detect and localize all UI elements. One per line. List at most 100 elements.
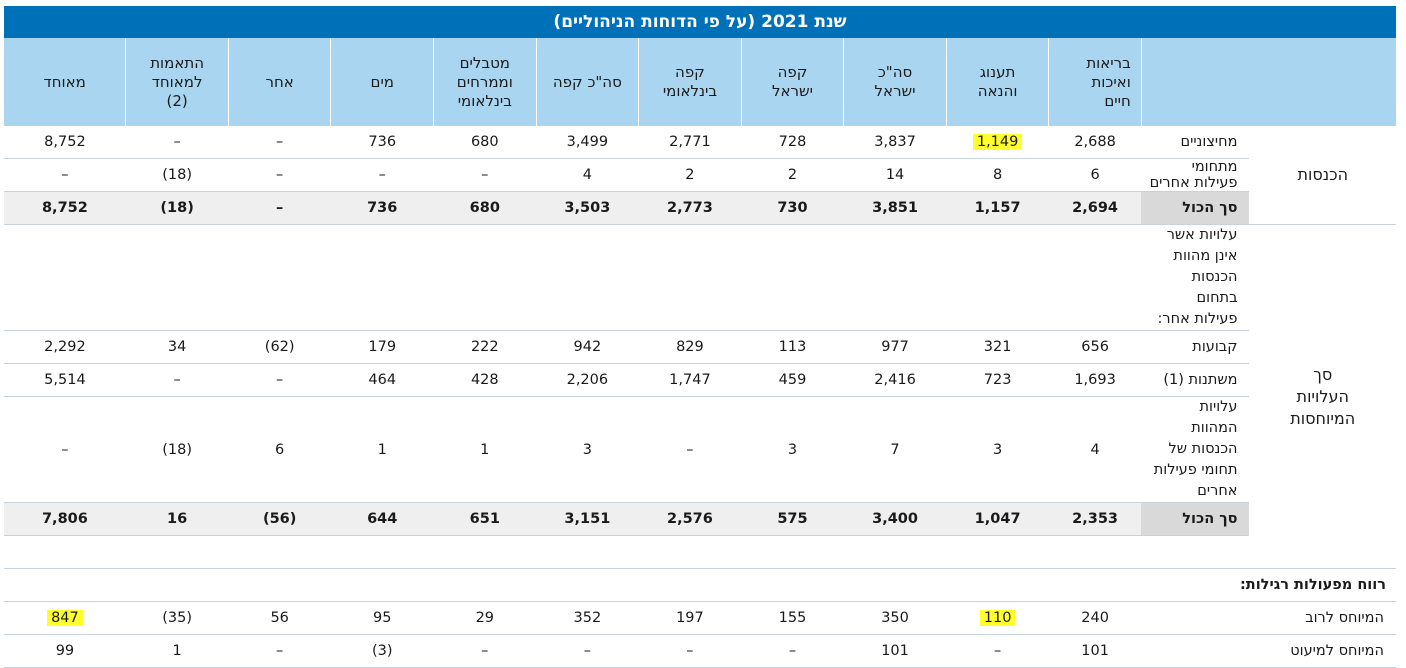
cell-value: 222 [470,339,499,355]
table-cell: 197 [638,601,742,635]
cell-value: 651 [469,511,500,527]
cell-value: 977 [881,339,909,355]
cell-value: 3 [787,441,798,458]
table-cell: 56 [228,601,331,635]
cell-value: 101 [1081,643,1109,659]
cell-value: – [993,643,1002,659]
cell-value: 730 [777,200,808,216]
cell-value: – [276,372,284,388]
title-row: שנת 2021 (על פי הדוחות הניהוליים) [4,6,1396,38]
table-cell: 1 [433,396,537,503]
col-header-other: אחר [227,38,331,126]
cell-value: 2,688 [1074,134,1116,150]
cell-value: – [276,643,284,659]
table-cell: – [741,634,844,668]
table-row-total: סך הכול 2,694 1,157 3,851 730 2,773 3,503 680 7… [4,191,1396,225]
table-cell: 8 [946,158,1049,192]
cell-value: 7,806 [41,511,88,527]
cell-value: 350 [881,610,909,626]
table-cell: – [228,158,331,192]
table-cell: 29 [433,601,537,635]
cell-value: 95 [373,610,392,626]
cell-value: – [173,372,181,388]
cell-value: – [61,167,69,183]
table-cell: 101 [1048,634,1142,668]
table-cell: 4 [536,158,639,192]
cell-value: 2 [787,167,798,183]
table-row: מתחומי פעילות אחרים 6 8 14 2 2 4 – – – (18) – [4,158,1396,192]
table-cell: – [228,191,331,225]
table-cell: – [4,396,126,503]
table-cell: – [228,634,331,668]
col-header-coffee-israel: קפה ישראל [740,38,844,126]
table-cell: 8,752 [4,191,126,225]
table-cell: 736 [330,126,434,159]
empty-cells [4,568,1142,602]
table-cell: 464 [330,363,434,397]
cell-value: 2,292 [44,339,86,355]
table-cell: 3,503 [536,191,639,225]
cell-value: 2,353 [1072,511,1119,527]
table-cell: 6 [228,396,331,503]
cell-value: (18) [162,441,192,458]
cell-value: – [61,441,69,458]
table-cell: 1,693 [1048,363,1142,397]
row-label: המיוחס לרוב [1141,601,1396,635]
table-cell: 2,576 [638,502,742,536]
cell-value: 3,151 [564,511,611,527]
table-cell: 2,206 [536,363,639,397]
cell-value: 179 [368,339,397,355]
cell-value: 2,416 [874,372,916,388]
table-row: סך העלויות המיוחסות עלויות אשר אינן מהוו… [4,224,1396,569]
cell-value: – [686,441,694,458]
table-cell: 350 [843,601,947,635]
table-cell: – [536,634,639,668]
cell-value: 3,499 [566,134,609,150]
cell-value: – [276,134,284,150]
table-row: המיוחס למיעוט 101 – 101 – – – – (3) – 1 99 [4,634,1396,668]
table-cell: 3 [741,396,844,503]
cell-value: 101 [881,643,909,659]
highlighted-cell-value: 847 [47,610,83,626]
table-cell: 4 [1048,396,1142,503]
cell-value: 2,576 [666,511,713,527]
row-label: המיוחס למיעוט [1141,634,1396,668]
cell-value: 3 [582,441,592,458]
header-corner [1140,38,1396,126]
col-header-coffee-total: סה"כ קפה [535,38,639,126]
table-cell: 942 [536,330,639,364]
cell-value: 4 [1090,441,1100,458]
cell-value: (35) [162,610,192,626]
cell-value: 644 [367,511,398,527]
table-cell: 2,292 [4,330,126,364]
cell-value: 4 [582,167,592,183]
cell-value: 352 [573,610,602,626]
segment-report-table: שנת 2021 (על פי הדוחות הניהוליים) בריאות… [4,6,1396,668]
cell-value: 1,747 [669,372,711,388]
table-cell: – [433,634,537,668]
table-cell: 2,694 [1048,191,1142,225]
row-label: מחיצוניים [1141,126,1250,159]
table-row: המיוחס לרוב 240 110 350 155 197 352 29 95 56 (35)… [4,601,1396,635]
table-cell: 1 [330,396,434,503]
cell-value: 680 [469,200,500,216]
table-cell: 2 [741,158,844,192]
cell-value: 6 [1090,167,1100,183]
cell-value: 3 [992,441,1003,458]
table-cell: 1,149 [946,126,1049,159]
cell-value: – [481,167,489,183]
cell-value: 240 [1081,610,1109,626]
cell-value: – [276,167,284,183]
cell-value: 34 [167,339,187,355]
table-cell: 6 [1048,158,1142,192]
cell-value: 1 [480,441,490,458]
table-cell: 680 [433,191,537,225]
table-row-total: סך הכול 2,353 1,047 3,400 575 2,576 3,151 651 6… [4,502,1396,536]
cell-value: 14 [885,167,905,183]
highlighted-cell-value: 1,149 [972,134,1023,150]
table-cell: 656 [1048,330,1142,364]
table-cell: – [946,634,1049,668]
cell-value: 155 [778,610,807,626]
table-cell: 8,752 [4,126,126,159]
table-cell: 7 [843,396,947,503]
